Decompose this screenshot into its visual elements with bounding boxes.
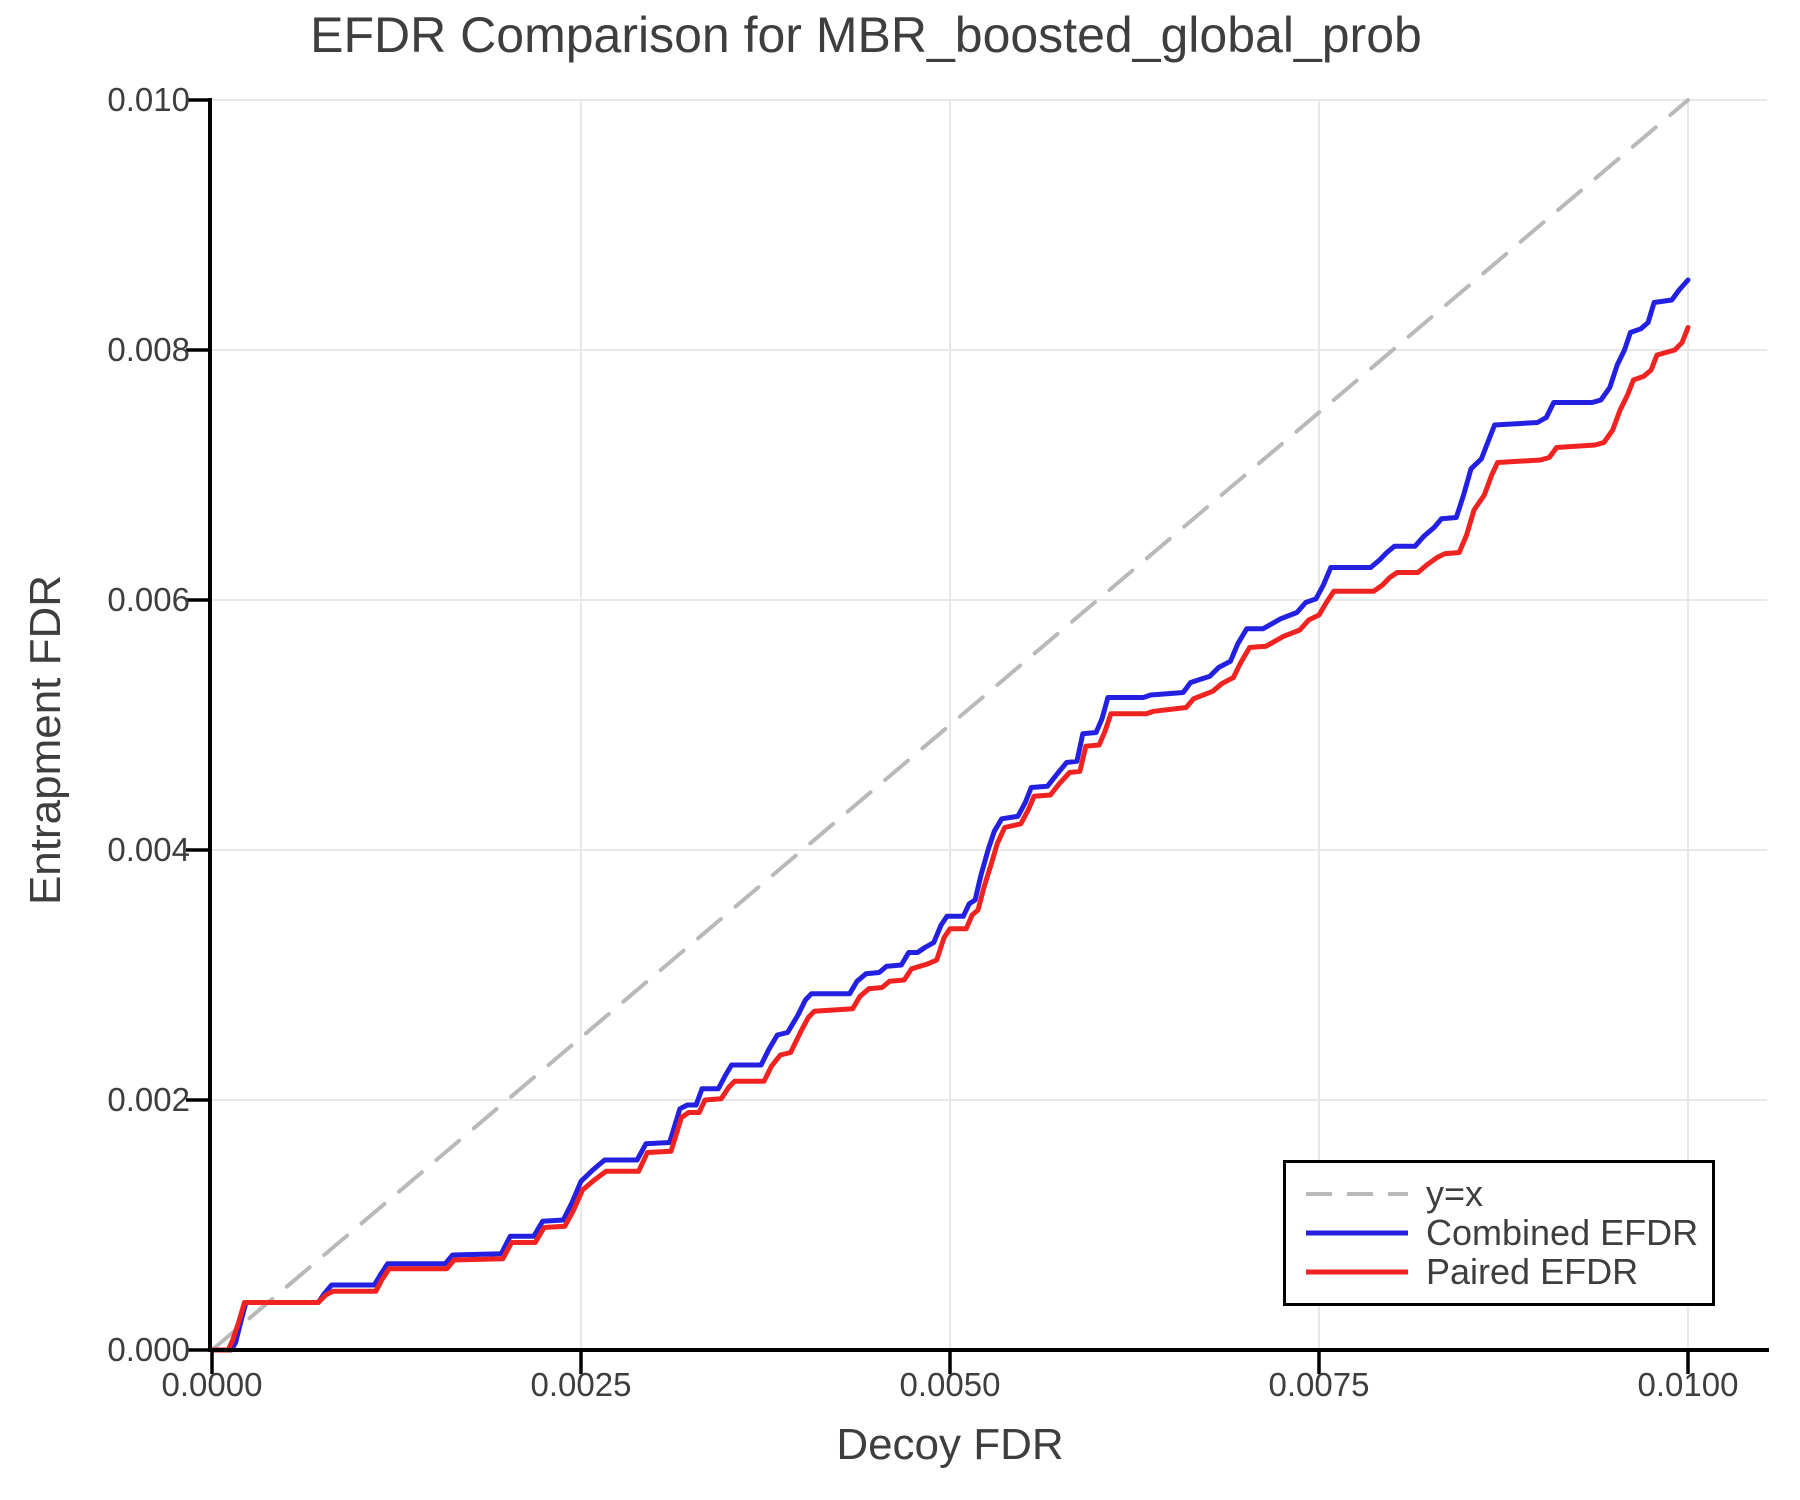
legend-label-paired-efdr: Paired EFDR [1426,1251,1639,1292]
legend-label-identity: y=x [1426,1173,1484,1214]
y-tick-label: 0.002 [107,1081,190,1118]
y-tick-label: 0.000 [107,1331,190,1368]
y-tick-label: 0.006 [107,581,190,618]
dashed-line-sample-icon [1306,1192,1408,1196]
x-tick-label: 0.0050 [899,1366,1001,1403]
paired-efdr-line [209,325,1691,1353]
x-tick-label: 0.0100 [1637,1366,1739,1403]
y-tick-label: 0.008 [107,331,190,368]
x-tick-label: 0.0075 [1268,1366,1370,1403]
y-tick-label: 0.010 [107,81,190,118]
chart-title: EFDR Comparison for MBR_boosted_global_p… [310,7,1422,63]
y-axis-title: Entrapment FDR [21,574,70,906]
x-axis-title: Decoy FDR [836,1420,1064,1469]
x-tick-label: 0.0000 [161,1366,263,1403]
y-tick-label: 0.004 [107,831,190,868]
combined-efdr-line [209,277,1691,1353]
legend-item-combined-efdr: Combined EFDR [1304,1214,1712,1253]
legend-item-identity: y=x [1304,1175,1712,1214]
y-x-line [210,98,1690,1352]
red-line-sample-icon [1306,1269,1408,1275]
blue-line-sample-icon [1306,1230,1408,1236]
legend-label-combined-efdr: Combined EFDR [1426,1212,1699,1253]
x-tick-label: 0.0025 [530,1366,632,1403]
legend-item-paired-efdr: Paired EFDR [1304,1253,1712,1292]
legend: y=x Combined EFDR Paired EFDR [1283,1160,1715,1306]
